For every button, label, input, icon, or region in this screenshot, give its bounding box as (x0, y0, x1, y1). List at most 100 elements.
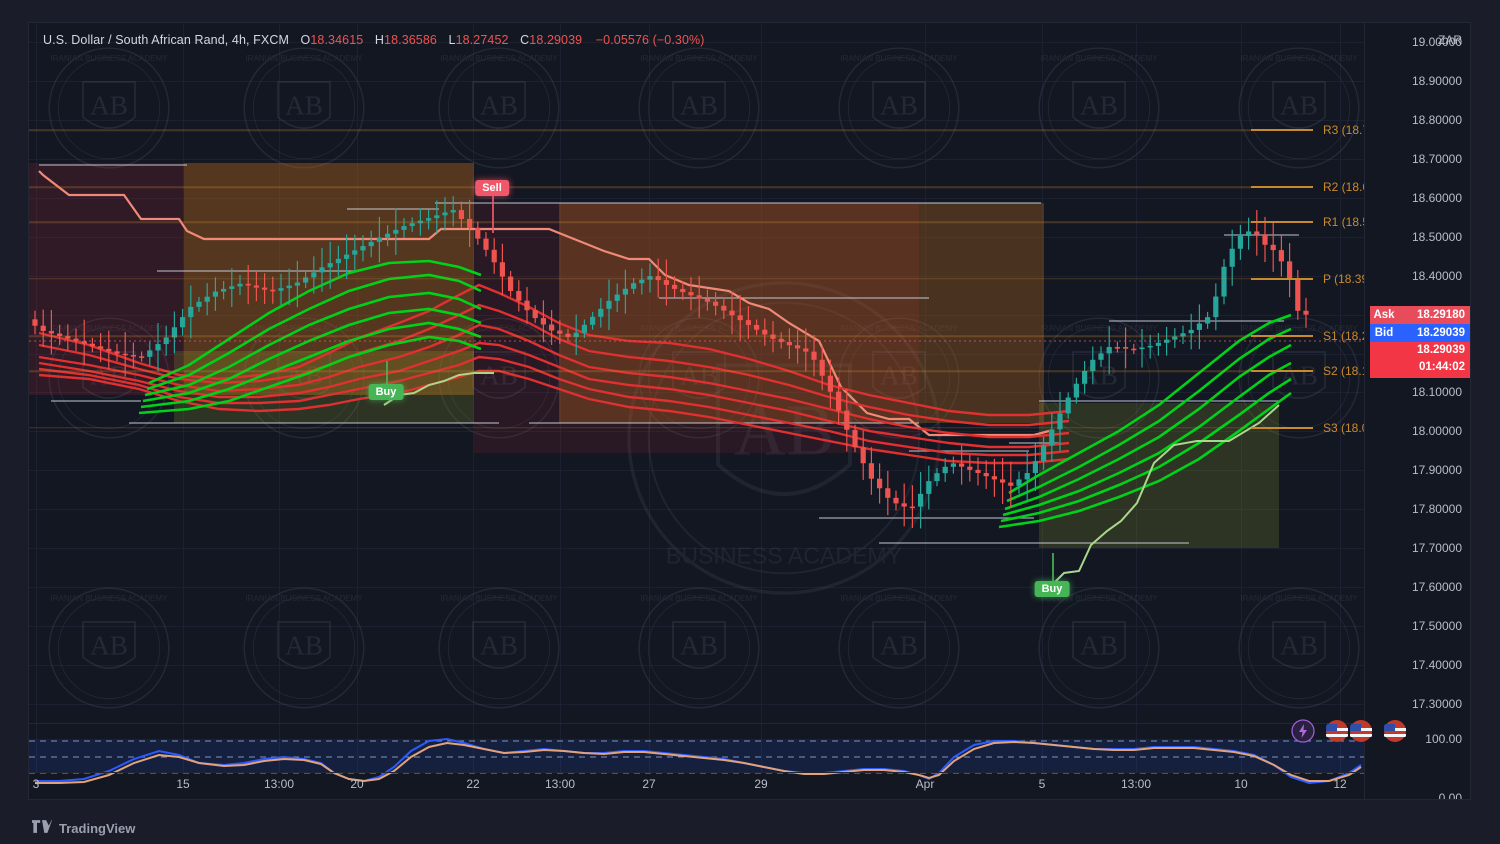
oscillator-tick: 0.00 (1438, 791, 1462, 800)
pivot-line-extension (29, 221, 1251, 223)
price-tick: 17.80000 (1411, 502, 1462, 517)
pivot-line (1251, 221, 1313, 224)
price-tick: 18.60000 (1411, 191, 1462, 205)
grid-line-h (29, 625, 1470, 627)
pivot-line (1251, 426, 1313, 429)
candle-body (344, 254, 350, 259)
candle-body (524, 300, 530, 311)
candle-body (98, 346, 104, 349)
candle-body (1065, 397, 1071, 414)
candle-body (737, 315, 743, 321)
grid-line-h (29, 586, 1470, 588)
candle-body (762, 329, 768, 335)
candle-body (803, 348, 809, 352)
candle-body (1287, 261, 1293, 279)
bull-zone-2 (1039, 403, 1279, 548)
candle-body (450, 210, 456, 213)
price-scale[interactable]: ZAR 19.00000 18.90000 18.80000 18.70000 18.6… (1364, 23, 1470, 799)
candle-body (1139, 347, 1145, 350)
price-tick: 17.30000 (1411, 696, 1462, 711)
candle-body (73, 338, 79, 342)
candle-body (745, 320, 751, 325)
oscillator-tick: 100.00 (1425, 732, 1462, 746)
candle-body (294, 282, 300, 286)
candle-body (934, 473, 940, 482)
candle-body (442, 212, 448, 216)
candle-body (811, 351, 817, 360)
candle-body (491, 249, 497, 263)
candle-body (409, 223, 415, 227)
grid-line-h (29, 431, 1470, 433)
bar-countdown: 01:44:02 (1370, 359, 1470, 378)
change-value: −0.05576 (−0.30%) (595, 33, 705, 47)
orange-zone-2 (559, 203, 1044, 423)
candle-body (663, 280, 669, 285)
candle-body (655, 276, 661, 281)
candle-body (918, 493, 924, 507)
tradingview-logo[interactable]: TradingView (32, 820, 135, 836)
pivot-line (1251, 335, 1313, 338)
grid-line-v (1136, 23, 1137, 773)
candle-body (614, 294, 620, 301)
candle-body (778, 338, 784, 343)
quote-box[interactable]: Ask 18.29180 Bid 18.29039 18.29039 01:44… (1370, 306, 1470, 378)
candle-body (1155, 342, 1161, 346)
candle-body (1246, 231, 1252, 236)
candle-body (754, 324, 760, 330)
candle-body (1164, 339, 1170, 343)
candle-body (89, 343, 95, 347)
candle-body (1082, 370, 1088, 384)
pivot-line-extension (29, 129, 1251, 132)
candle-body (729, 310, 735, 316)
chart-container[interactable]: AB IRANIAN BUSINESS ACADEMY AB IRANIAN B… (28, 22, 1471, 800)
grid-line-h (29, 42, 1470, 44)
order-blocks (39, 164, 1299, 544)
candle-body (1000, 479, 1006, 483)
candle-body (950, 463, 956, 467)
sell-signal-marker[interactable]: Sell (475, 180, 509, 196)
close-value: 18.29039 (529, 33, 583, 47)
pivot-line-extension (29, 427, 1251, 429)
candle-body (598, 308, 604, 317)
candle-body (1237, 236, 1243, 249)
buy-signal-marker[interactable]: Buy (1034, 581, 1070, 597)
candle-body (163, 337, 169, 345)
price-tick: 18.40000 (1411, 268, 1462, 283)
candle-body (32, 319, 38, 326)
candle-body (1213, 296, 1219, 318)
buy-signal-marker[interactable]: Buy (368, 384, 404, 400)
candle-body (590, 316, 596, 325)
grid-line-h (29, 664, 1470, 666)
tradingview-label: TradingView (59, 820, 136, 836)
lightning-icon[interactable] (1291, 719, 1315, 743)
chart-legend[interactable]: U.S. Dollar / South African Rand, 4h, FX… (43, 33, 705, 47)
time-tick: 5 (1038, 777, 1046, 791)
pivot-line (1251, 277, 1313, 280)
candle-body (426, 218, 432, 221)
grid-line-h (29, 470, 1470, 472)
high-value: 18.36586 (384, 33, 437, 47)
candle-body (319, 267, 325, 273)
price-tick: 17.90000 (1411, 463, 1462, 478)
us-flag-icon-1[interactable] (1325, 719, 1349, 743)
candle-body (581, 324, 587, 333)
candle-body (885, 488, 891, 498)
grid-line-h (29, 198, 1470, 199)
candle-body (360, 246, 366, 251)
price-tick: 18.70000 (1411, 152, 1462, 167)
us-flag-icon-3[interactable] (1383, 719, 1407, 743)
candle-body (81, 341, 87, 344)
grid-line-v (761, 23, 762, 773)
candle-body (1262, 234, 1268, 245)
time-scale[interactable]: 3 15 13:00 20 22 13:00 27 29 Apr 5 13:00 10 12 (29, 772, 1365, 799)
candle-body (967, 466, 973, 470)
candle-body (639, 279, 645, 284)
us-flag-icon-2[interactable] (1349, 719, 1373, 743)
marker-stem (386, 361, 388, 392)
grid-line-v (1340, 23, 1341, 773)
candle-body (565, 333, 571, 337)
candle-body (57, 333, 63, 337)
price-tick: 17.50000 (1411, 618, 1462, 633)
candle-body (147, 350, 153, 357)
